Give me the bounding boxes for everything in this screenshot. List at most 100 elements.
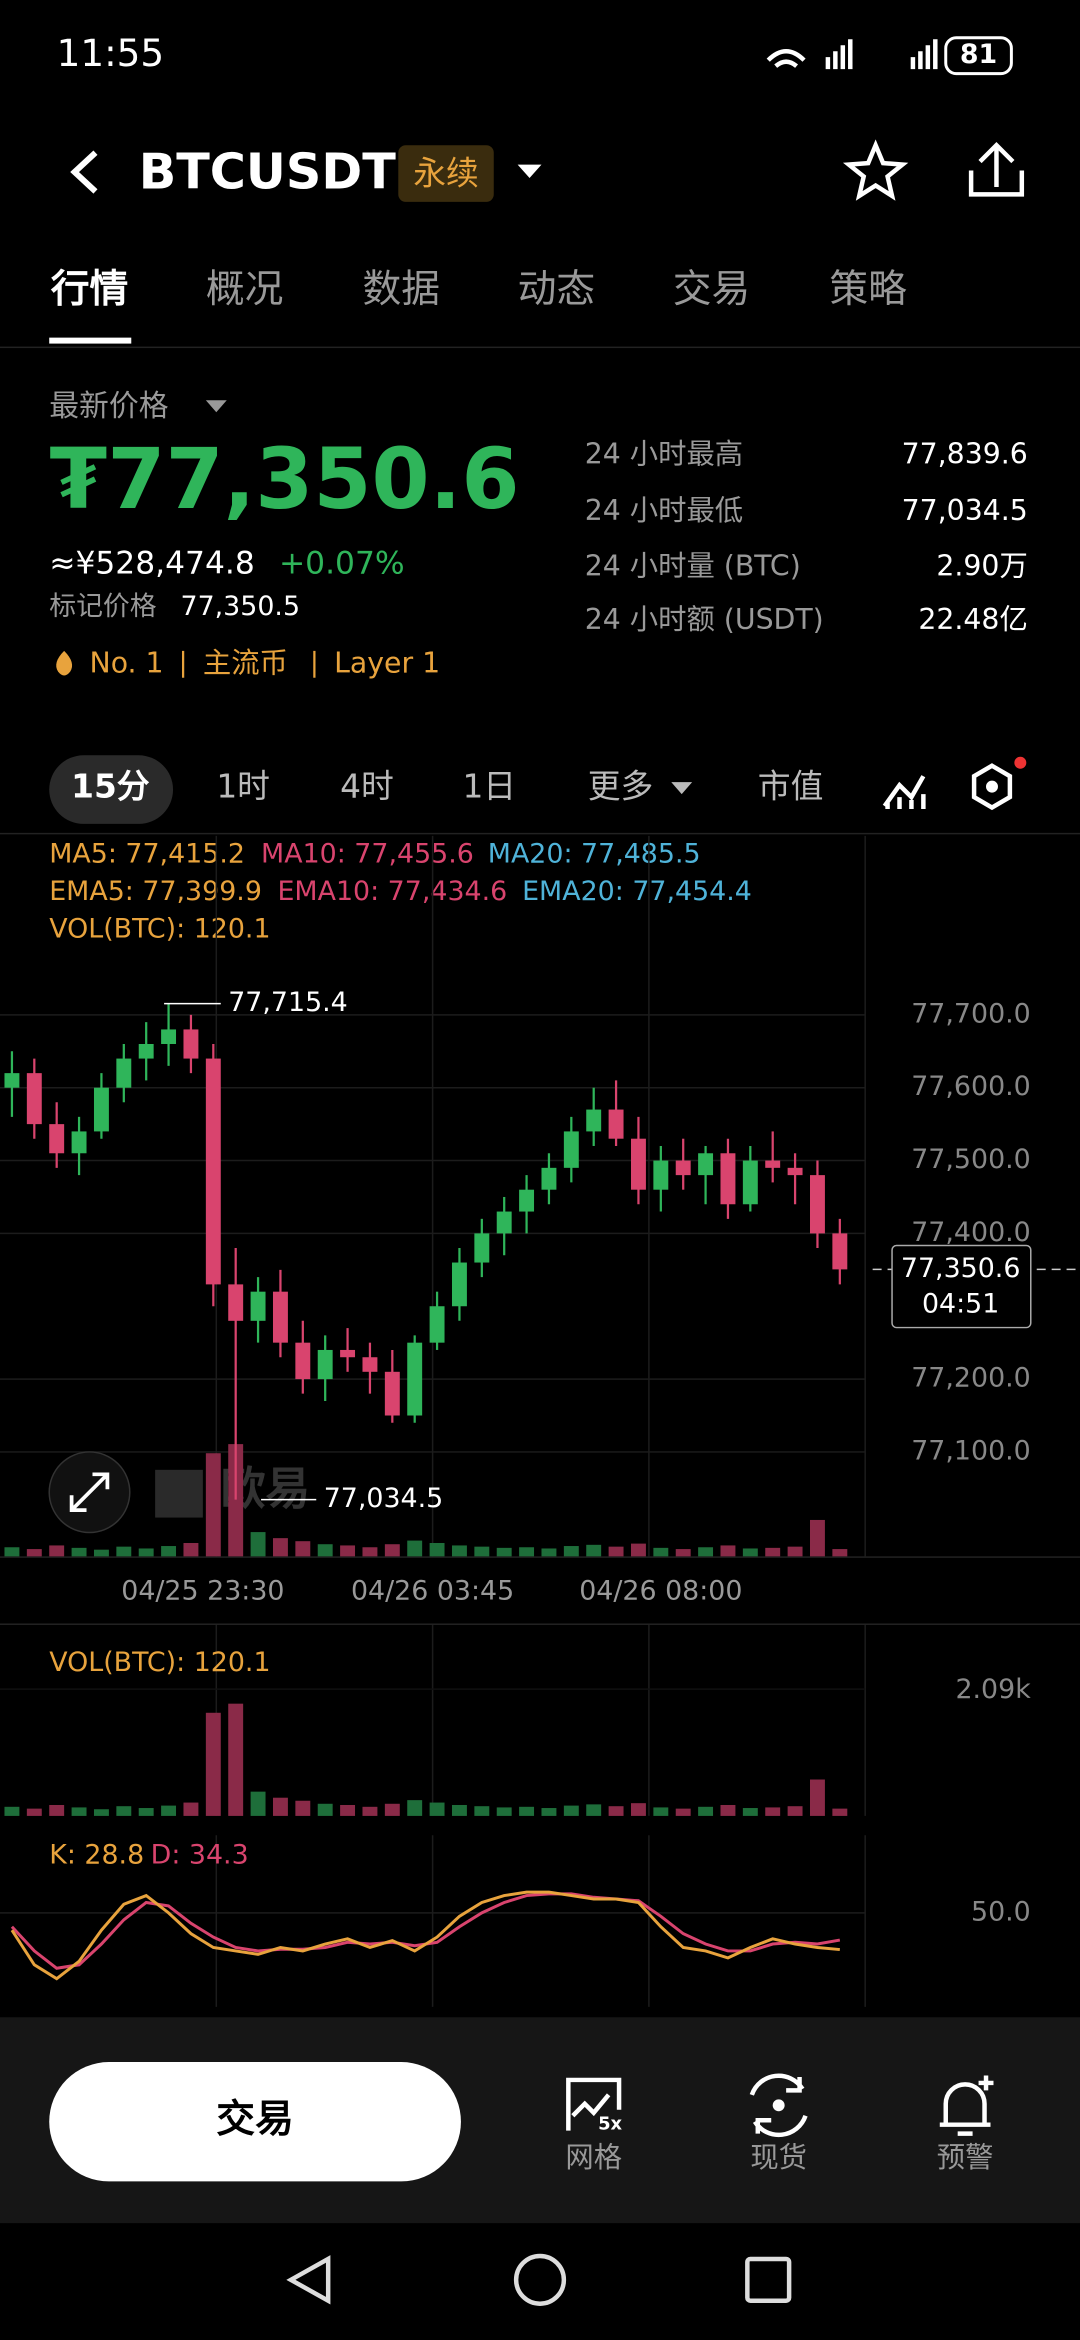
volume-bar <box>496 1807 512 1816</box>
volume-bar <box>698 1547 714 1557</box>
candle-body <box>49 1124 65 1154</box>
volume-bar <box>586 1804 602 1816</box>
candle-body <box>832 1233 848 1270</box>
settings-hole <box>986 780 998 793</box>
interval[interactable]: 1时 <box>216 768 270 806</box>
divider <box>0 346 1080 349</box>
tab[interactable]: 动态 <box>518 267 596 312</box>
sys-home[interactable] <box>513 2253 567 2306</box>
volume-bar <box>183 1802 199 1816</box>
ma-legend: MA5: 77,415.2 <box>49 839 245 870</box>
volume-bar <box>93 1809 109 1816</box>
divider <box>0 1623 1080 1625</box>
d-label: D: 34.3 <box>151 1840 249 1871</box>
volume-bar <box>474 1546 490 1557</box>
volume-bar <box>250 1791 266 1816</box>
volume-bar <box>608 1546 624 1557</box>
candle-body <box>810 1175 825 1234</box>
k-label: K: 28.8 <box>49 1840 144 1871</box>
stat-label: 24 小时最高 <box>585 437 743 470</box>
divider <box>0 832 1080 835</box>
flame-icon <box>56 650 73 676</box>
symbol: BTCUSDT <box>139 143 396 201</box>
volume-bar <box>720 1804 736 1816</box>
d-line <box>10 1892 841 1970</box>
volume-bar <box>630 1803 646 1816</box>
nav-label[interactable]: 预警 <box>937 2141 994 2174</box>
interval[interactable]: 15分 <box>71 768 150 806</box>
interval[interactable]: 市值 <box>758 768 824 806</box>
volume-bar <box>742 1808 758 1816</box>
volume-bar <box>653 1547 669 1557</box>
stat-value: 77,034.5 <box>902 494 1028 527</box>
volume-bar <box>362 1806 378 1816</box>
y-tick-label: 77,700.0 <box>911 998 1031 1029</box>
volume-bar <box>138 1548 154 1557</box>
trade-button[interactable] <box>49 2062 461 2182</box>
volume-bar <box>272 1797 288 1816</box>
volume-bar <box>429 1802 445 1816</box>
spot-icon <box>749 2073 808 2138</box>
kdj-tick: 50.0 <box>971 1896 1031 1927</box>
candle-body <box>519 1189 535 1212</box>
y-tick-label: 77,600.0 <box>911 1071 1031 1102</box>
volume-bar <box>384 1544 400 1557</box>
stat-label: 24 小时额 (USDT) <box>585 603 824 636</box>
candle-body <box>71 1131 87 1154</box>
tab-underline <box>49 337 132 344</box>
candle-body <box>742 1160 758 1205</box>
tab[interactable]: 策略 <box>829 267 907 312</box>
status-time: 11:55 <box>57 31 164 75</box>
star-icon[interactable] <box>842 139 909 201</box>
back-button[interactable] <box>70 150 98 194</box>
tab[interactable]: 数据 <box>362 267 440 312</box>
sys-back[interactable] <box>286 2255 331 2305</box>
nav-label[interactable]: 网格 <box>565 2141 622 2174</box>
candle-body <box>138 1044 154 1059</box>
volume-bar <box>810 1779 825 1816</box>
volume-bar <box>183 1543 199 1557</box>
tab[interactable]: 行情 <box>51 267 129 312</box>
volume-bar <box>519 1806 535 1816</box>
mark-label: 标记价格 <box>49 591 157 622</box>
candle-body <box>183 1029 199 1059</box>
sys-recent[interactable] <box>745 2256 792 2303</box>
candle-body <box>93 1087 109 1132</box>
candle-body <box>653 1160 669 1190</box>
candle-body <box>205 1058 221 1285</box>
tag: No. 1 <box>90 646 164 679</box>
grid-badge: 5x <box>598 2114 622 2135</box>
watermark-logo <box>155 1469 203 1518</box>
price-label: 最新价格 <box>49 389 168 424</box>
interval[interactable]: 1日 <box>462 768 516 806</box>
dropdown[interactable] <box>517 164 542 179</box>
volume-bar <box>765 1547 781 1557</box>
share-icon[interactable] <box>968 142 1025 197</box>
stat-value: 77,839.6 <box>902 437 1028 470</box>
volume-bar <box>451 1804 467 1816</box>
candle-body <box>586 1109 602 1132</box>
volume-bar <box>71 1547 87 1557</box>
tab[interactable]: 交易 <box>673 267 751 312</box>
mark-price: 77,350.5 <box>180 591 300 622</box>
volume-bar <box>205 1453 221 1557</box>
candle-body <box>451 1262 467 1307</box>
volume-bar <box>541 1548 557 1557</box>
divider <box>0 1556 1080 1558</box>
volume-bar <box>429 1543 445 1557</box>
candle-body <box>698 1153 714 1176</box>
candle-body <box>26 1073 42 1125</box>
trade-button-label[interactable]: 交易 <box>216 2097 294 2142</box>
candle-body <box>765 1160 781 1168</box>
indicator-icon[interactable] <box>882 775 926 810</box>
tab[interactable]: 概况 <box>206 267 284 312</box>
settings-icon[interactable] <box>971 763 1013 811</box>
volume-bar <box>586 1544 602 1557</box>
stat-label: 24 小时最低 <box>585 494 743 527</box>
interval[interactable]: 更多 <box>588 768 654 806</box>
candle-body <box>340 1349 356 1358</box>
volume-bar <box>317 1544 333 1557</box>
interval[interactable]: 4时 <box>340 768 394 806</box>
vol-legend: VOL(BTC): 120.1 <box>49 913 270 944</box>
nav-label[interactable]: 现货 <box>750 2141 807 2174</box>
